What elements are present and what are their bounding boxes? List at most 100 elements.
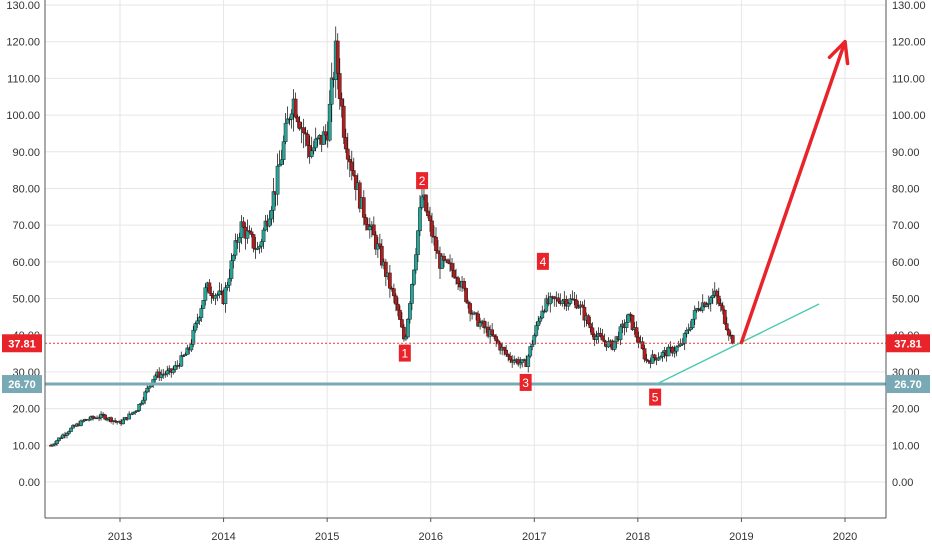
y-tick-label-right: 120.00 [892, 37, 926, 49]
y-tick-label-left: 20.00 [12, 404, 40, 416]
candle-body [684, 330, 689, 334]
candle-body [279, 159, 284, 165]
candle-body [233, 240, 238, 256]
y-tick-label-left: 100.00 [6, 110, 40, 122]
candle-body [193, 323, 198, 331]
candle-body [652, 354, 657, 359]
wave-marker-2 [416, 172, 429, 190]
candle-body [690, 318, 695, 328]
candle-body [347, 159, 352, 163]
candle-body [516, 359, 521, 365]
candle-body [121, 419, 125, 425]
wave-marker-1 [398, 344, 411, 362]
candle-body [237, 237, 242, 243]
candle-body [600, 335, 605, 341]
candle-body [518, 362, 523, 365]
candle-body [351, 170, 356, 176]
candle-body [305, 133, 310, 146]
candle-body [582, 306, 587, 321]
candle-body [201, 300, 206, 309]
candle-body [450, 263, 454, 271]
candle-body [588, 323, 593, 329]
x-tick-label: 2016 [418, 531, 442, 543]
candle-body [303, 132, 308, 135]
candlestick-series [49, 26, 735, 447]
candle-body [392, 288, 396, 297]
candle-body [542, 310, 547, 313]
candle-body [133, 411, 138, 413]
candle-body [163, 373, 168, 376]
candle-body [696, 308, 701, 310]
candle-body [414, 254, 418, 271]
y-tick-label-right: 20.00 [892, 404, 920, 416]
candle-body [628, 313, 633, 316]
candle-body [430, 220, 434, 237]
price-badge-label: 37.81 [894, 338, 922, 350]
candle-body [400, 319, 404, 328]
candle-body [388, 272, 392, 289]
annotation-labels: 1 2 3 4 5 37.81 37.81 26.70 26.70 [2, 172, 930, 406]
candle-body [540, 310, 545, 319]
candle-body [676, 345, 681, 348]
candle-body [301, 127, 306, 134]
y-tick-label-right: 10.00 [892, 440, 920, 452]
candle-body [468, 303, 472, 314]
price-badge-label: 37.81 [8, 338, 36, 350]
candle-body [410, 284, 414, 304]
candle-body [283, 122, 288, 142]
candle-body [277, 164, 282, 167]
candle-body [147, 386, 152, 389]
y-tick-label-left: 110.00 [7, 73, 40, 85]
candle-body [103, 414, 107, 420]
candle-body [710, 295, 715, 298]
candle-body [329, 77, 334, 105]
candle-body [532, 335, 537, 345]
candle-body [418, 207, 422, 232]
candle-body [730, 335, 735, 344]
candle-body [225, 285, 230, 288]
candle-body [353, 175, 358, 190]
candle-body [724, 323, 729, 331]
candle-body [590, 327, 595, 335]
candle-body [215, 294, 220, 296]
candle-body [528, 346, 533, 357]
candle-body [315, 137, 320, 140]
candle-body [239, 221, 244, 238]
candle-body [281, 141, 286, 161]
candle-body [544, 298, 549, 312]
candle-body [416, 230, 420, 255]
wave-marker-label: 5 [652, 391, 659, 405]
candle-body [105, 418, 109, 421]
candle-body [634, 327, 639, 338]
candle-body [217, 290, 222, 295]
candle-body [207, 282, 212, 294]
candle-body [229, 260, 234, 279]
candle-body [363, 217, 368, 225]
candle-body [79, 420, 83, 426]
candle-body [412, 269, 416, 285]
candle-body [185, 347, 190, 355]
candle-body [189, 344, 194, 351]
candle-body [404, 336, 408, 340]
candle-body [686, 329, 691, 332]
candle-body [285, 118, 290, 124]
candle-body [492, 334, 497, 337]
candle-body [564, 299, 569, 307]
price-badge-left [2, 375, 42, 394]
candle-body [275, 165, 280, 195]
candle-body [159, 373, 164, 378]
candle-body [434, 236, 438, 251]
y-tick-label-left: 60.00 [12, 257, 40, 269]
wave-marker-label: 1 [401, 347, 408, 361]
candle-body [165, 370, 170, 375]
candle-body [440, 255, 444, 269]
candle-body [127, 413, 132, 420]
candle-body [195, 320, 200, 324]
candle-body [420, 196, 424, 208]
candle-body [137, 404, 142, 411]
candle-body [474, 312, 478, 315]
candle-body [65, 433, 69, 436]
y-tick-label-right: 100.00 [892, 110, 926, 122]
